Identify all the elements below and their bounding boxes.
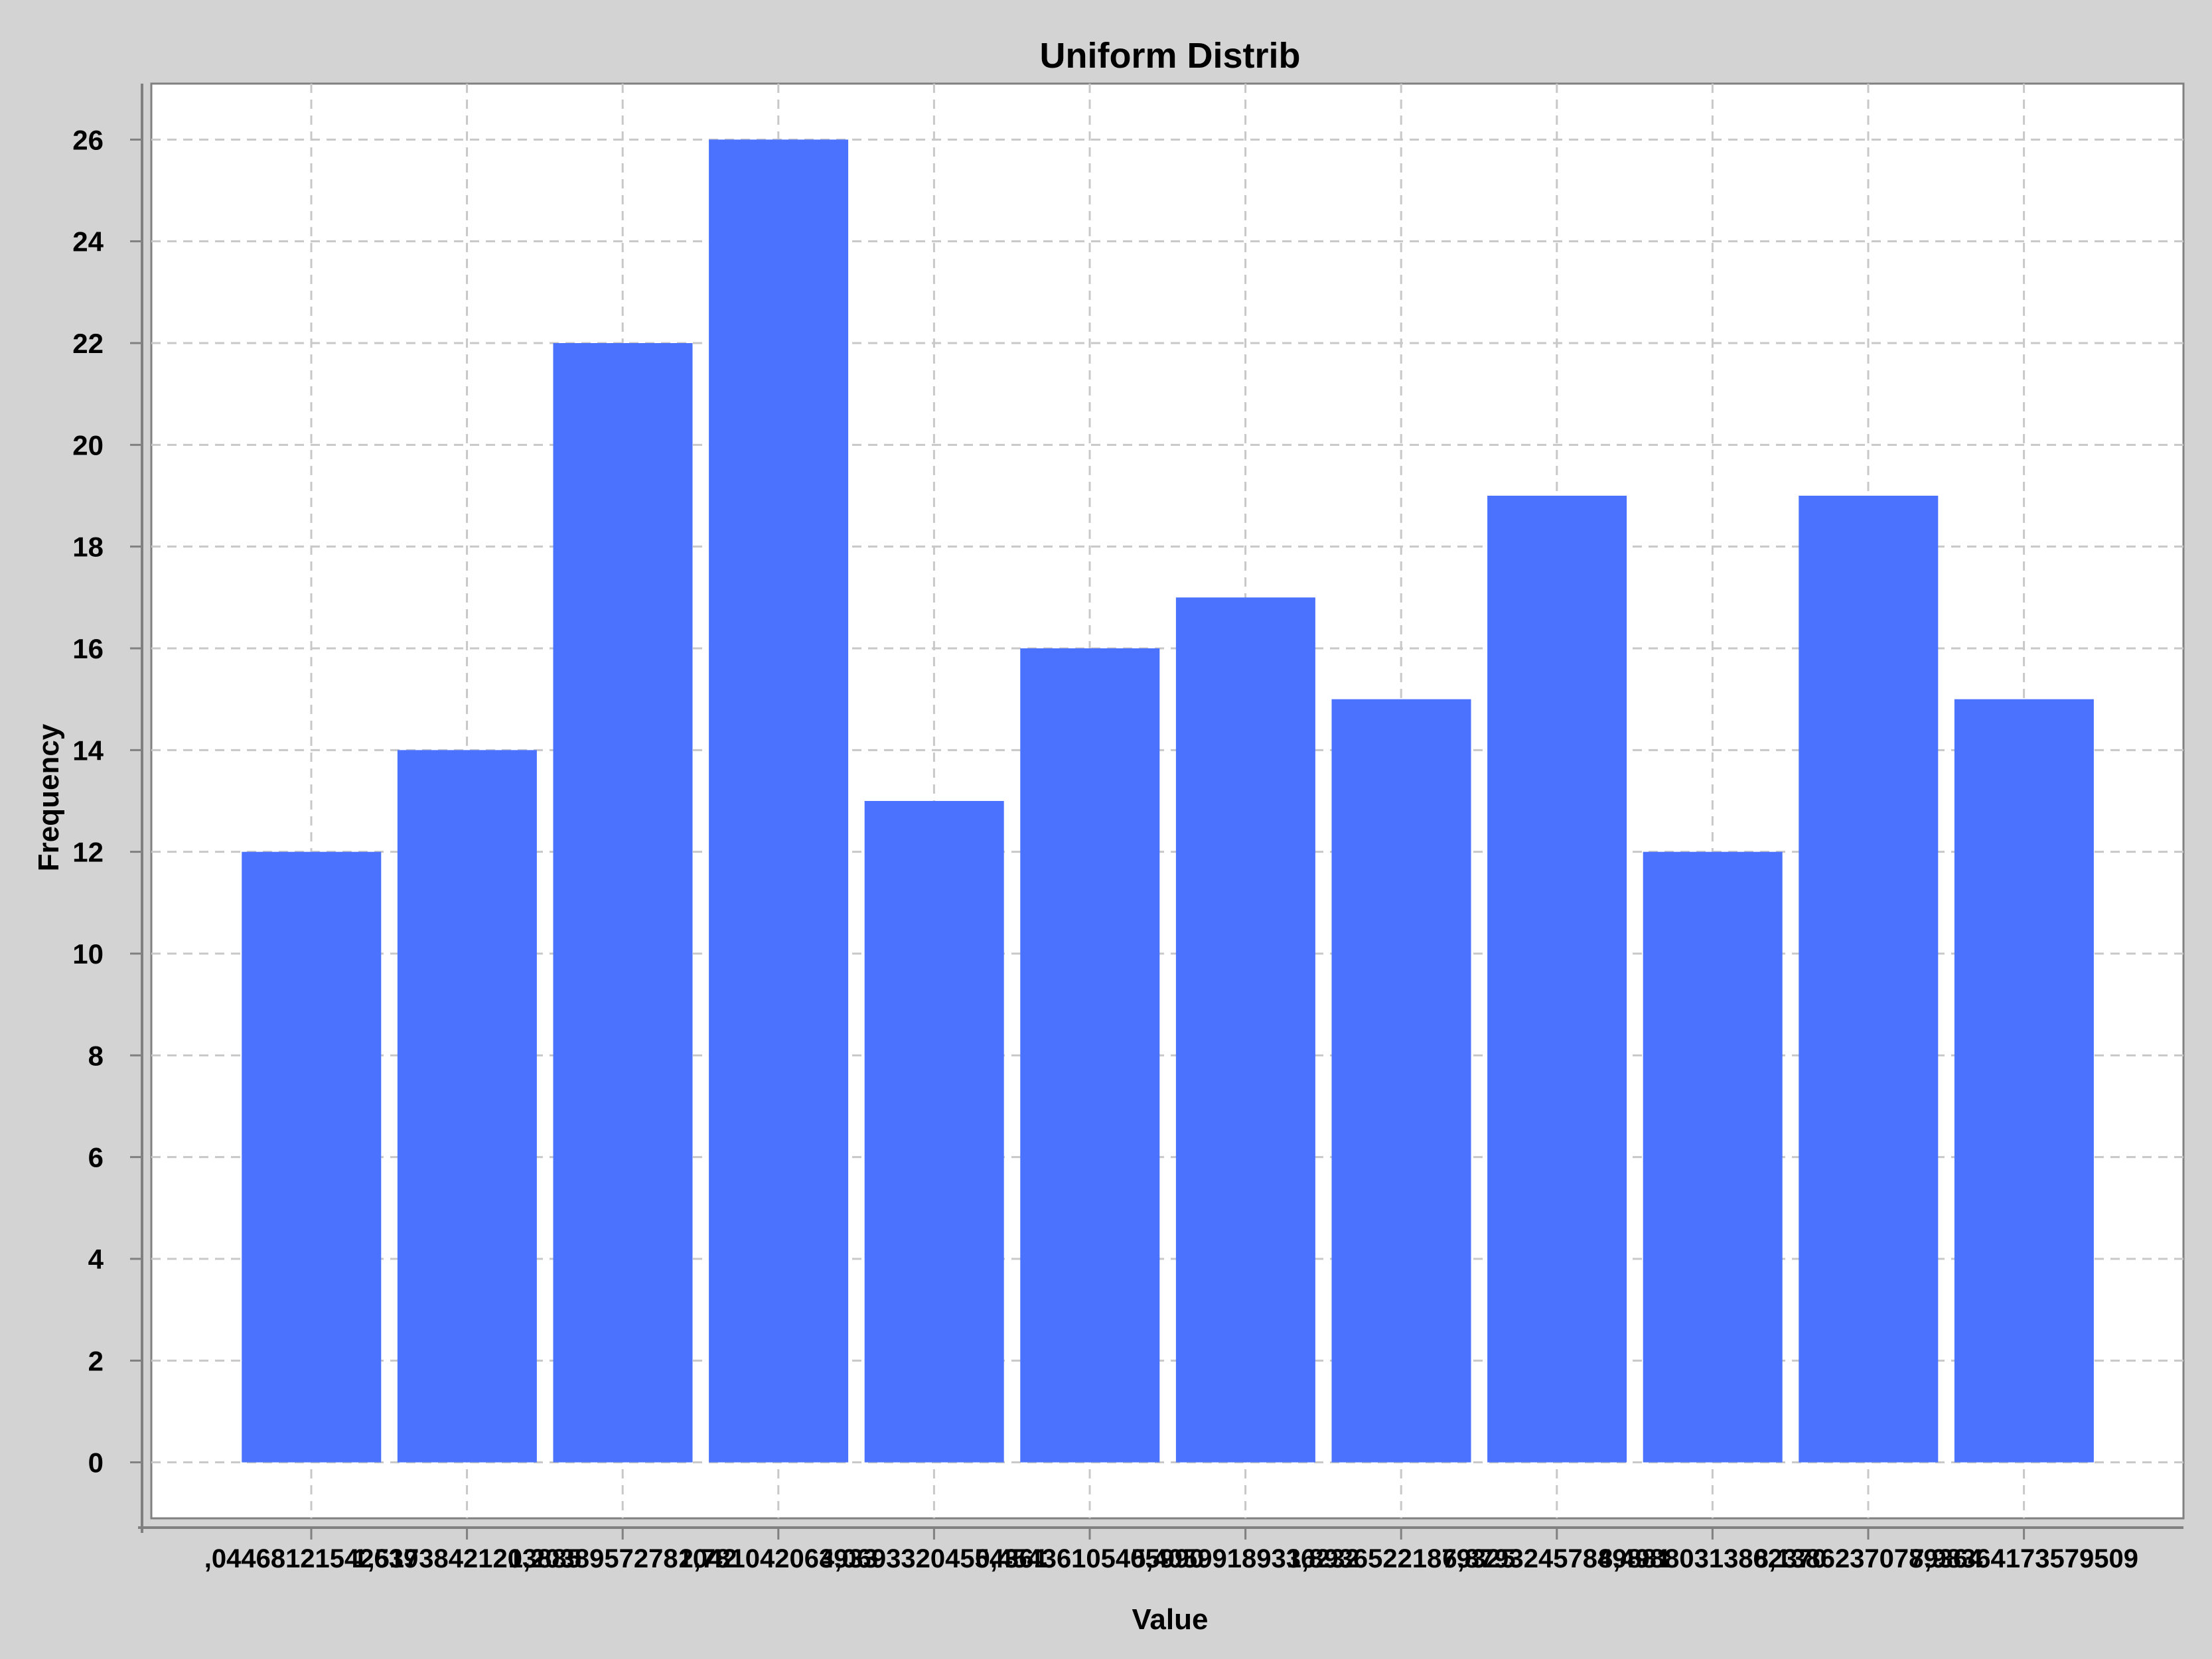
x-tick-label: 0,45436105405990 [976, 1544, 1205, 1573]
x-axis-title: Value [1132, 1603, 1209, 1636]
bar-2 [397, 750, 537, 1463]
y-tick-label: 0 [88, 1447, 104, 1479]
x-tick-label: 8,13862370789364 [1754, 1544, 1984, 1573]
bar-5 [864, 801, 1004, 1463]
y-tick-label: 16 [72, 633, 104, 664]
bar-7 [1175, 597, 1315, 1463]
bar-11 [1799, 496, 1939, 1463]
x-tick-label: 7,98364173579509 [1909, 1544, 2138, 1573]
x-tick-label: 6,87932457849881 [1442, 1544, 1671, 1573]
bar-4 [709, 139, 849, 1463]
y-tick-label: 26 [72, 124, 104, 155]
x-tick-label: 1,89365221879325 [1287, 1544, 1516, 1573]
y-tick-label: 14 [72, 735, 104, 766]
x-tick-label: 5,40599189336232 [1131, 1544, 1360, 1573]
x-tick-label: 1,51738421203885 [352, 1544, 581, 1573]
bar-8 [1331, 699, 1471, 1463]
chart-title: Uniform Distrib [1039, 36, 1300, 76]
x-tick-label: 8,49880313862370 [1598, 1544, 1827, 1573]
y-tick-label: 8 [88, 1040, 104, 1071]
x-tick-label: ,04468121542639 [204, 1544, 419, 1573]
x-tick-label: 4,06933204554361 [820, 1544, 1049, 1573]
y-tick-label: 18 [72, 532, 104, 563]
x-tick-label: 2,781042063933 [679, 1544, 878, 1573]
bar-1 [242, 851, 382, 1463]
y-tick-label: 4 [88, 1244, 104, 1275]
bar-6 [1020, 648, 1160, 1463]
y-tick-label: 2 [88, 1345, 104, 1376]
bar-12 [1954, 699, 2094, 1463]
y-tick-label: 20 [72, 429, 104, 461]
y-tick-label: 22 [72, 328, 104, 359]
y-tick-label: 6 [88, 1142, 104, 1173]
bar-3 [553, 343, 693, 1463]
bar-10 [1643, 851, 1783, 1463]
bar-9 [1487, 496, 1627, 1463]
y-tick-label: 10 [72, 938, 104, 970]
y-tick-label: 24 [72, 226, 104, 257]
x-tick-label: 1,20389572781042 [508, 1544, 737, 1573]
y-tick-label: 12 [72, 837, 104, 868]
y-axis-title: Frequency [33, 723, 65, 871]
